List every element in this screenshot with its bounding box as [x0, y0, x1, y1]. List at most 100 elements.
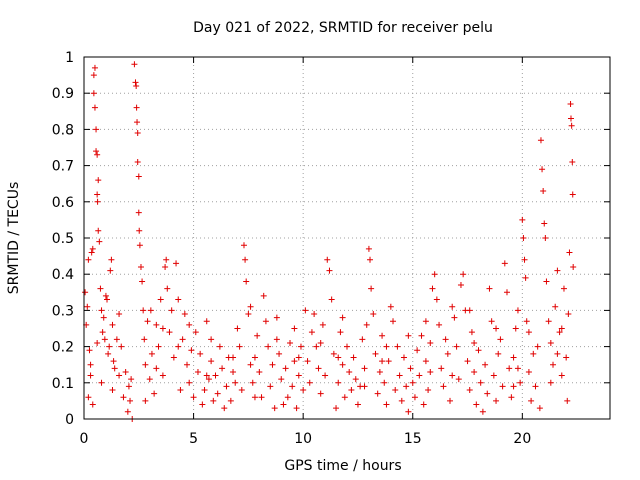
- data-point: [132, 79, 139, 86]
- chart-title: Day 021 of 2022, SRMTID for receiver pel…: [193, 20, 493, 36]
- data-point: [247, 303, 254, 310]
- data-point: [449, 372, 456, 379]
- data-point: [339, 314, 346, 321]
- x-tick-label: 0: [80, 431, 89, 447]
- data-point: [537, 137, 544, 144]
- data-point: [471, 339, 478, 346]
- data-point: [95, 227, 102, 234]
- data-point: [101, 336, 108, 343]
- data-point: [436, 321, 443, 328]
- data-point: [87, 361, 94, 368]
- data-point: [91, 104, 98, 111]
- data-point: [540, 187, 547, 194]
- y-tick-label: 0.4: [52, 267, 74, 283]
- data-point: [166, 329, 173, 336]
- data-point: [98, 307, 105, 314]
- data-point: [116, 311, 123, 318]
- data-point: [124, 408, 131, 415]
- data-point: [558, 325, 565, 332]
- data-point: [473, 401, 480, 408]
- data-point: [194, 368, 201, 375]
- data-point: [414, 347, 421, 354]
- data-point: [326, 267, 333, 274]
- data-point: [260, 292, 267, 299]
- data-point: [142, 397, 149, 404]
- data-point: [148, 350, 155, 357]
- data-point: [420, 401, 427, 408]
- data-point: [341, 394, 348, 401]
- data-point: [295, 372, 302, 379]
- data-point: [96, 238, 103, 245]
- data-point: [365, 245, 372, 252]
- data-point: [427, 368, 434, 375]
- data-point: [109, 321, 116, 328]
- data-point: [93, 148, 100, 155]
- data-point: [273, 314, 280, 321]
- data-point: [376, 368, 383, 375]
- data-point: [512, 325, 519, 332]
- data-point: [269, 361, 276, 368]
- data-point: [93, 126, 100, 133]
- y-tick-label: 0.1: [52, 376, 74, 392]
- data-point: [361, 383, 368, 390]
- data-point: [97, 285, 104, 292]
- data-point: [317, 390, 324, 397]
- data-point: [173, 260, 180, 267]
- data-point: [317, 339, 324, 346]
- data-point: [179, 336, 186, 343]
- data-point: [267, 383, 274, 390]
- data-point: [88, 249, 95, 256]
- data-point: [319, 321, 326, 328]
- data-point: [104, 296, 111, 303]
- data-point: [468, 329, 475, 336]
- data-point: [542, 235, 549, 241]
- data-point: [216, 343, 223, 350]
- data-point: [184, 361, 191, 368]
- data-point: [528, 397, 535, 404]
- data-point: [302, 307, 309, 314]
- y-tick-label: 0.9: [52, 86, 74, 102]
- y-tick-label: 0.2: [52, 340, 74, 356]
- data-point: [374, 390, 381, 397]
- data-point: [181, 311, 188, 318]
- data-point: [545, 318, 552, 325]
- data-point: [109, 387, 116, 394]
- data-point: [304, 358, 311, 365]
- data-point: [558, 372, 565, 379]
- data-point: [477, 379, 484, 386]
- data-point: [411, 394, 418, 401]
- data-point: [387, 303, 394, 310]
- x-tick-label: 20: [513, 431, 531, 447]
- data-point: [431, 271, 438, 278]
- data-point: [186, 321, 193, 328]
- y-tick-label: 0.8: [52, 122, 74, 138]
- data-point: [208, 336, 215, 343]
- data-point: [479, 408, 486, 415]
- data-point: [506, 365, 513, 372]
- data-point: [170, 354, 177, 361]
- data-point: [569, 158, 576, 165]
- data-point: [139, 278, 146, 285]
- data-point: [486, 285, 493, 292]
- data-point: [300, 387, 307, 394]
- data-point: [192, 329, 199, 336]
- data-point: [488, 318, 495, 325]
- data-point: [359, 336, 366, 343]
- data-point: [508, 394, 515, 401]
- y-tick-label: 0.5: [52, 231, 74, 247]
- data-point: [86, 347, 93, 354]
- data-point: [280, 401, 287, 408]
- data-point: [100, 314, 107, 321]
- data-point: [262, 318, 269, 325]
- data-point: [510, 383, 517, 390]
- data-point: [453, 343, 460, 350]
- data-point: [254, 332, 261, 339]
- data-point: [230, 354, 237, 361]
- data-point: [565, 311, 572, 318]
- data-point: [186, 379, 193, 386]
- data-point: [95, 177, 102, 184]
- data-point: [232, 379, 239, 386]
- y-tick-label: 0.3: [52, 303, 74, 319]
- data-point: [168, 307, 175, 314]
- data-point: [484, 390, 491, 397]
